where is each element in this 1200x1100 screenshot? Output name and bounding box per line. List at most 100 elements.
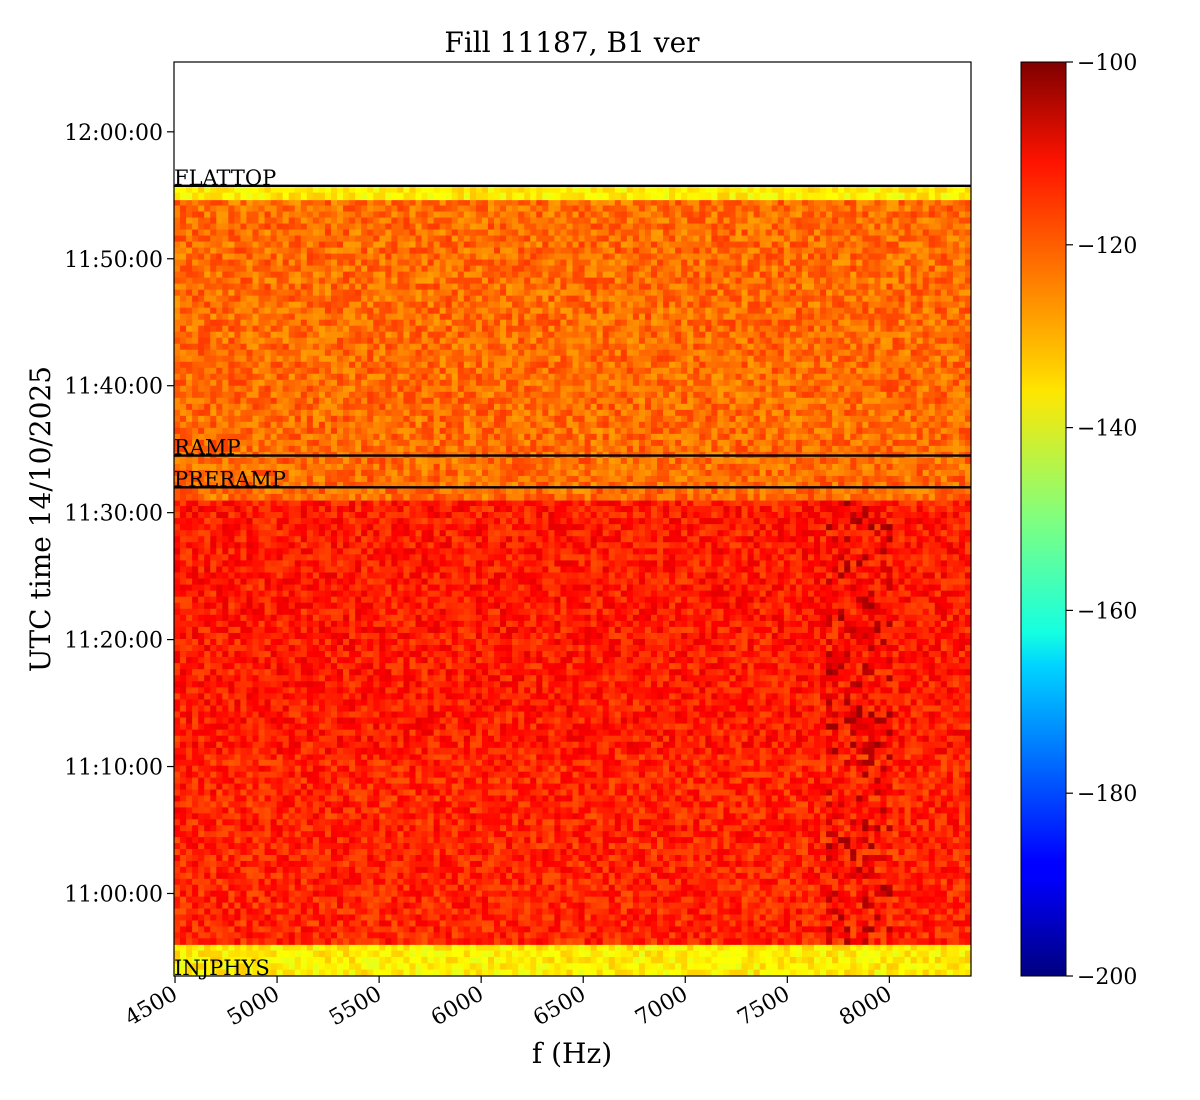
heatmap-cell bbox=[566, 796, 573, 803]
heatmap-cell bbox=[941, 801, 948, 808]
heatmap-cell bbox=[434, 855, 441, 862]
heatmap-cell bbox=[808, 837, 815, 844]
heatmap-cell bbox=[228, 885, 235, 892]
heatmap-cell bbox=[259, 784, 266, 791]
heatmap-cell bbox=[597, 963, 604, 970]
heatmap-cell bbox=[838, 932, 845, 939]
heatmap-cell bbox=[687, 938, 694, 945]
heatmap-cell bbox=[403, 861, 410, 868]
heatmap-cell bbox=[850, 855, 857, 862]
heatmap-cell bbox=[434, 891, 441, 898]
heatmap-cell bbox=[174, 855, 181, 862]
heatmap-cell bbox=[446, 903, 453, 910]
heatmap-cell bbox=[361, 760, 368, 767]
heatmap-cell bbox=[790, 849, 797, 856]
heatmap-cell bbox=[397, 938, 404, 945]
heatmap-cell bbox=[488, 766, 495, 773]
heatmap-cell bbox=[699, 873, 706, 880]
heatmap-cell bbox=[905, 885, 912, 892]
heatmap-cell bbox=[778, 784, 785, 791]
heatmap-cell bbox=[379, 903, 386, 910]
heatmap-cell bbox=[862, 957, 869, 964]
heatmap-cell bbox=[748, 778, 755, 785]
heatmap-cell bbox=[319, 801, 326, 808]
heatmap-cell bbox=[603, 500, 610, 507]
heatmap-cell bbox=[313, 837, 320, 844]
heatmap-cell bbox=[246, 760, 253, 767]
heatmap-cell bbox=[512, 790, 519, 797]
heatmap-cell bbox=[458, 855, 465, 862]
heatmap-cell bbox=[488, 784, 495, 791]
heatmap-cell bbox=[331, 897, 338, 904]
heatmap-cell bbox=[711, 885, 718, 892]
heatmap-cell bbox=[301, 837, 308, 844]
heatmap-cell bbox=[277, 825, 284, 832]
heatmap-cell bbox=[772, 772, 779, 779]
heatmap-cell bbox=[542, 784, 549, 791]
heatmap-cell bbox=[675, 825, 682, 832]
heatmap-cell bbox=[766, 819, 773, 826]
heatmap-cell bbox=[488, 932, 495, 939]
heatmap-cell bbox=[180, 500, 187, 507]
heatmap-cell bbox=[307, 772, 314, 779]
heatmap-cell bbox=[723, 926, 730, 933]
heatmap-cell bbox=[186, 843, 193, 850]
heatmap-cell bbox=[639, 754, 646, 761]
heatmap-cell bbox=[645, 807, 652, 814]
heatmap-cell bbox=[790, 873, 797, 880]
heatmap-cell bbox=[717, 843, 724, 850]
heatmap-cell bbox=[530, 963, 537, 970]
heatmap-cell bbox=[355, 915, 362, 922]
heatmap-cell bbox=[693, 796, 700, 803]
heatmap-cell bbox=[301, 500, 308, 507]
heatmap-cell bbox=[192, 807, 199, 814]
heatmap-cell bbox=[699, 796, 706, 803]
heatmap-cell bbox=[440, 932, 447, 939]
heatmap-cell bbox=[482, 819, 489, 826]
heatmap-cell bbox=[832, 796, 839, 803]
heatmap-cell bbox=[760, 778, 767, 785]
heatmap-cell bbox=[452, 938, 459, 945]
heatmap-cell bbox=[615, 932, 622, 939]
heatmap-cell bbox=[772, 879, 779, 886]
heatmap-cell bbox=[826, 760, 833, 767]
heatmap-cell bbox=[627, 909, 634, 916]
heatmap-cell bbox=[717, 813, 724, 820]
heatmap-cell bbox=[446, 855, 453, 862]
heatmap-cell bbox=[331, 873, 338, 880]
heatmap-cell bbox=[754, 831, 761, 838]
heatmap-cell bbox=[856, 825, 863, 832]
heatmap-cell bbox=[566, 766, 573, 773]
heatmap-cell bbox=[192, 891, 199, 898]
heatmap-cell bbox=[874, 915, 881, 922]
heatmap-cell bbox=[379, 885, 386, 892]
heatmap-cell bbox=[536, 784, 543, 791]
heatmap-cell bbox=[295, 790, 302, 797]
heatmap-cell bbox=[204, 784, 211, 791]
heatmap-cell bbox=[512, 837, 519, 844]
heatmap-cell bbox=[361, 957, 368, 964]
heatmap-cell bbox=[494, 754, 501, 761]
heatmap-cell bbox=[566, 807, 573, 814]
heatmap-cell bbox=[784, 867, 791, 874]
heatmap-cell bbox=[627, 500, 634, 507]
heatmap-cell bbox=[675, 790, 682, 797]
heatmap-cell bbox=[820, 772, 827, 779]
heatmap-cell bbox=[742, 926, 749, 933]
heatmap-cell bbox=[850, 915, 857, 922]
heatmap-cell bbox=[645, 849, 652, 856]
heatmap-cell bbox=[180, 920, 187, 927]
heatmap-cell bbox=[905, 849, 912, 856]
heatmap-cell bbox=[838, 909, 845, 916]
heatmap-cell bbox=[452, 915, 459, 922]
heatmap-cell bbox=[886, 766, 893, 773]
heatmap-cell bbox=[893, 897, 900, 904]
heatmap-cell bbox=[784, 772, 791, 779]
heatmap-cell bbox=[953, 879, 960, 886]
heatmap-cell bbox=[717, 932, 724, 939]
heatmap-cell bbox=[265, 790, 272, 797]
heatmap-cell bbox=[252, 772, 259, 779]
heatmap-cell bbox=[681, 778, 688, 785]
heatmap-cell bbox=[717, 766, 724, 773]
heatmap-cell bbox=[796, 837, 803, 844]
